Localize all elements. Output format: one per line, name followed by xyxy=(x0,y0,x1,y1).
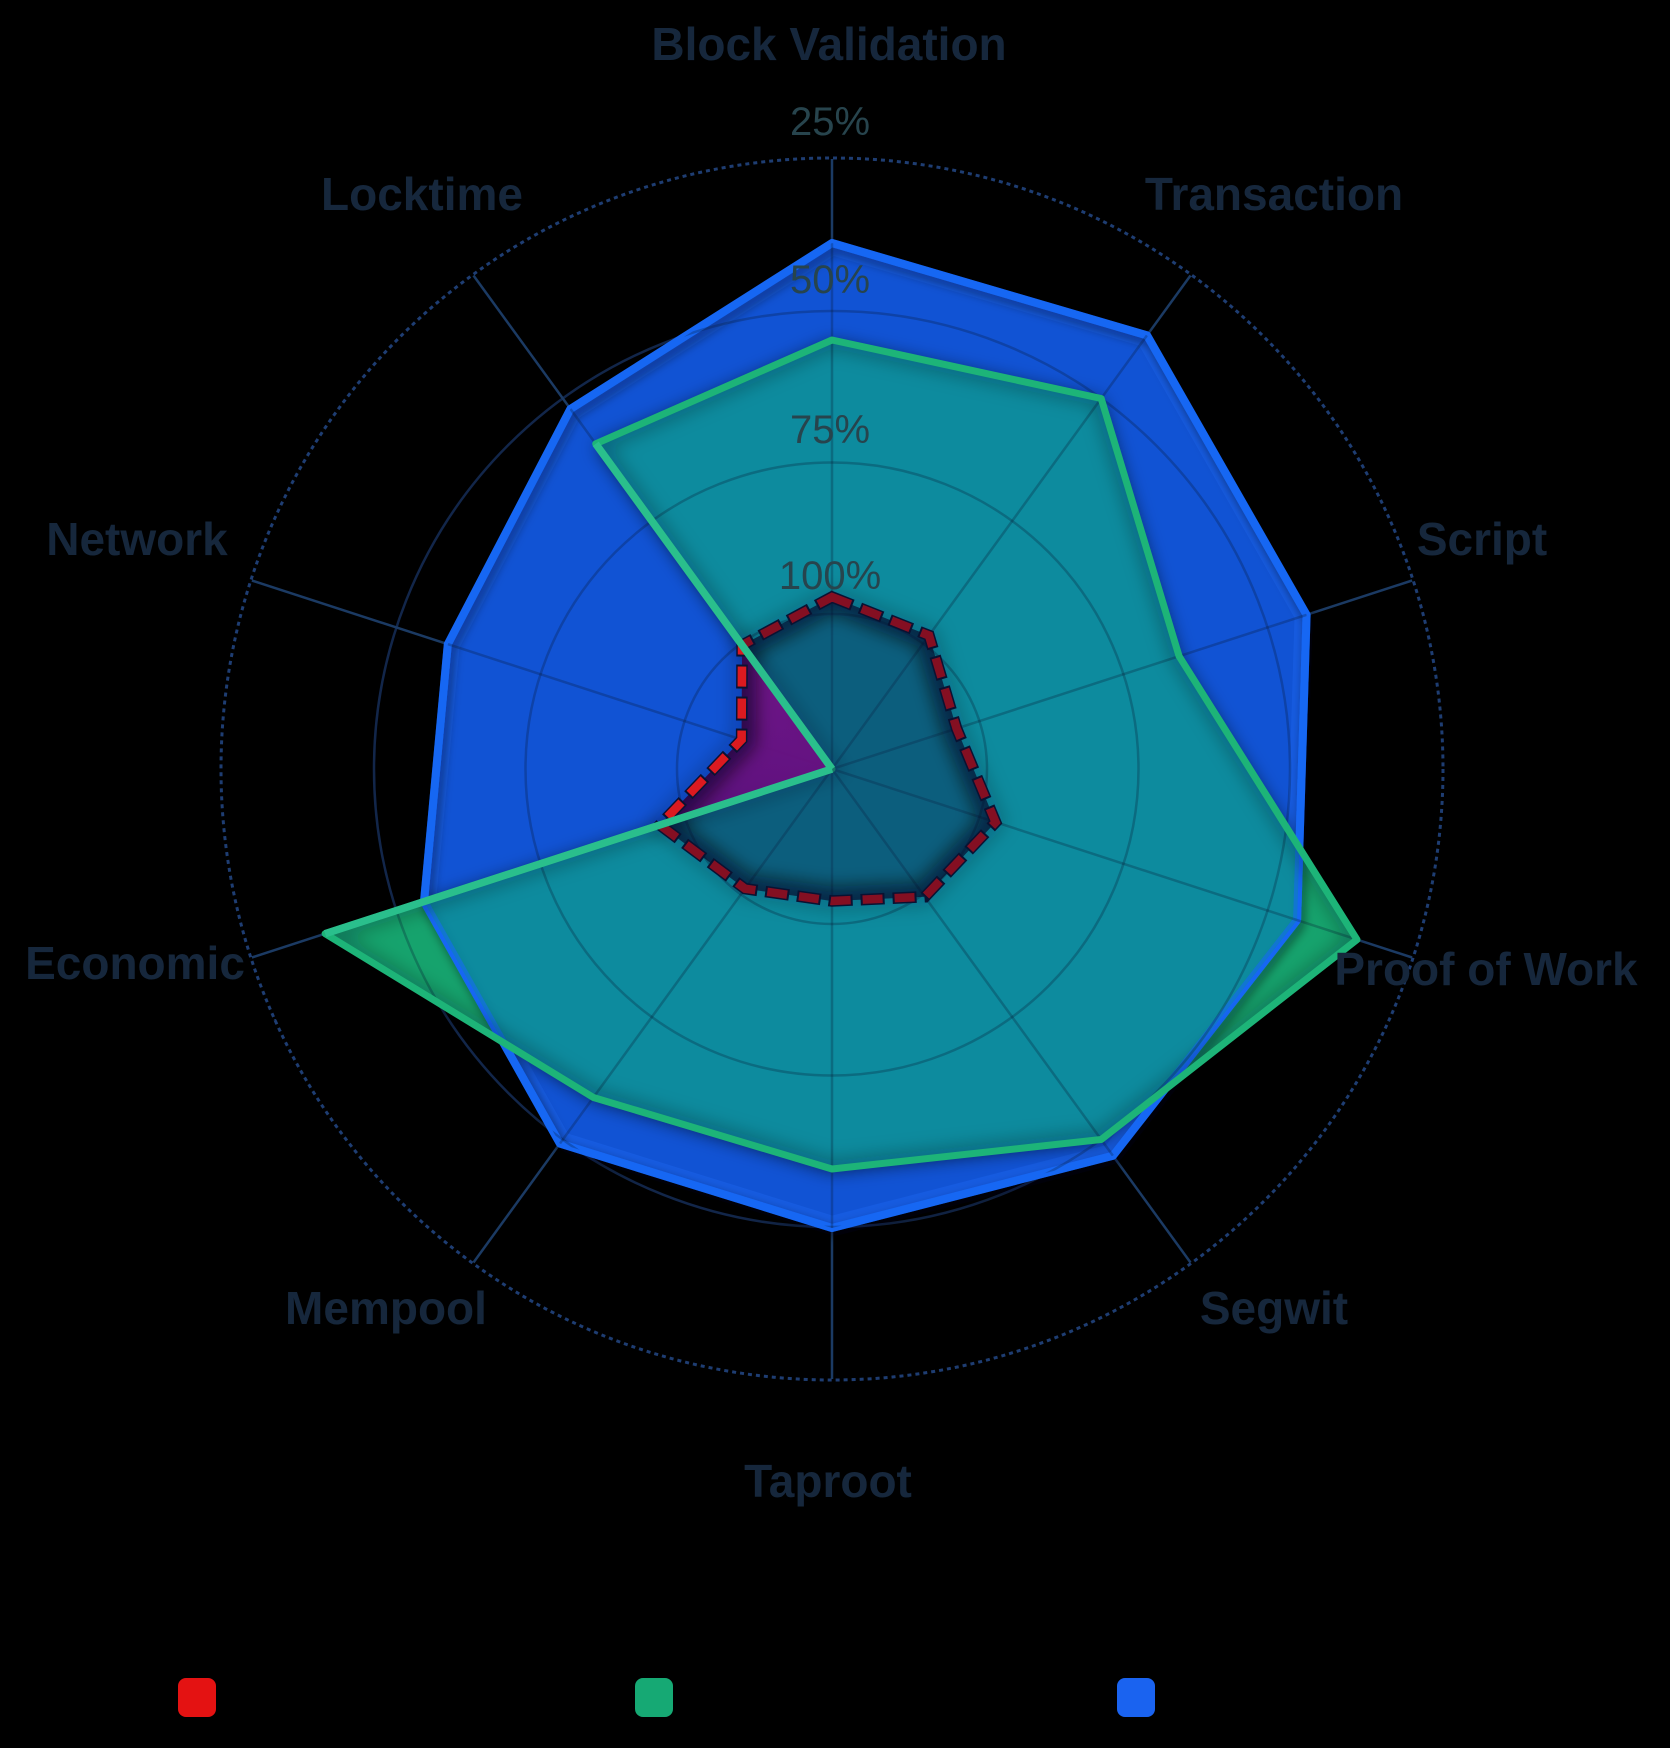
svg-text:Block Validation: Block Validation xyxy=(651,18,1006,70)
svg-text:50%: 50% xyxy=(790,258,870,302)
svg-text:75%: 75% xyxy=(790,408,870,452)
svg-text:Locktime: Locktime xyxy=(321,168,523,220)
svg-text:Network: Network xyxy=(46,513,228,565)
svg-text:Proof of Work: Proof of Work xyxy=(1334,943,1638,995)
svg-text:Economic: Economic xyxy=(25,937,245,989)
svg-text:Mempool: Mempool xyxy=(285,1282,487,1334)
svg-text:Segwit: Segwit xyxy=(1200,1282,1348,1334)
svg-text:Taproot: Taproot xyxy=(744,1455,912,1507)
svg-text:Transaction: Transaction xyxy=(1145,168,1403,220)
svg-text:25%: 25% xyxy=(790,100,870,144)
svg-text:Script: Script xyxy=(1417,513,1547,565)
svg-text:100%: 100% xyxy=(779,554,881,598)
